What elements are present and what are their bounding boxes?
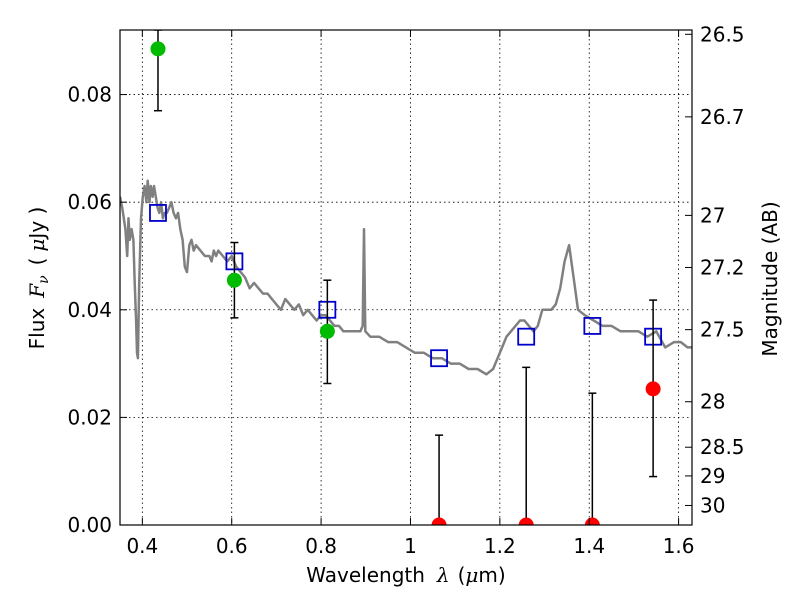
x-axis-label: Wavelength λ (μm) (306, 563, 505, 587)
observation-points (150, 41, 661, 525)
observation-errorbars (153, 30, 658, 525)
y2-tick-label: 26.7 (700, 105, 745, 129)
y-tick-label: 0.02 (67, 405, 112, 429)
model-photometry-marker (583, 317, 602, 335)
observed-point-detected (319, 323, 335, 339)
x-tick-label: 1.2 (484, 534, 516, 558)
y2-tick-label: 30 (700, 493, 725, 517)
x-tick-label: 0.8 (305, 534, 337, 558)
y-tick-labels: 0.00 0.02 0.04 0.06 0.08 (67, 83, 112, 537)
y-tick-label: 0.00 (67, 513, 112, 537)
y2-tick-label: 29 (700, 464, 725, 488)
observed-point-detected (226, 272, 242, 288)
model-photometry-marker (430, 349, 448, 368)
x-tick-label: 1.4 (573, 534, 605, 558)
y2-tick-label: 28 (700, 390, 725, 414)
x-tick-label: 1.6 (663, 534, 695, 558)
y-tick-label: 0.08 (67, 83, 112, 107)
observed-point-upper-limit (584, 517, 600, 525)
y2-tick-label: 26.5 (700, 22, 745, 46)
y2-tick-label: 27 (700, 203, 725, 227)
y2-tick-label: 27.5 (700, 318, 745, 342)
y-tick-label: 0.04 (67, 298, 112, 322)
x-tick-label: 1 (404, 534, 417, 558)
x-tick-label: 0.6 (216, 534, 248, 558)
y-tick-label: 0.06 (67, 190, 112, 214)
y2-tick-labels: 26.5 26.7 27 27.2 27.5 28 28.5 29 30 (700, 22, 745, 517)
observed-point-upper-limit (645, 381, 661, 397)
model-photometry-marker (517, 327, 536, 346)
observed-point-upper-limit (431, 517, 447, 525)
y2-axis-label: Magnitude (AB) (758, 201, 782, 356)
x-tick-labels: 0.4 0.6 0.8 1 1.2 1.4 1.6 (126, 534, 694, 558)
axis-ticks (120, 30, 692, 526)
plot-frame (119, 29, 693, 526)
y2-tick-label: 28.5 (700, 435, 745, 459)
model-photometry-marker (149, 204, 167, 222)
model-spectrum-line (120, 179, 692, 376)
observed-point-upper-limit (518, 517, 534, 525)
observed-point-detected (150, 41, 166, 57)
x-tick-label: 0.4 (126, 534, 158, 558)
y2-tick-label: 27.2 (700, 255, 745, 279)
y-axis-label: FluxFν(μJy ) (25, 207, 52, 350)
